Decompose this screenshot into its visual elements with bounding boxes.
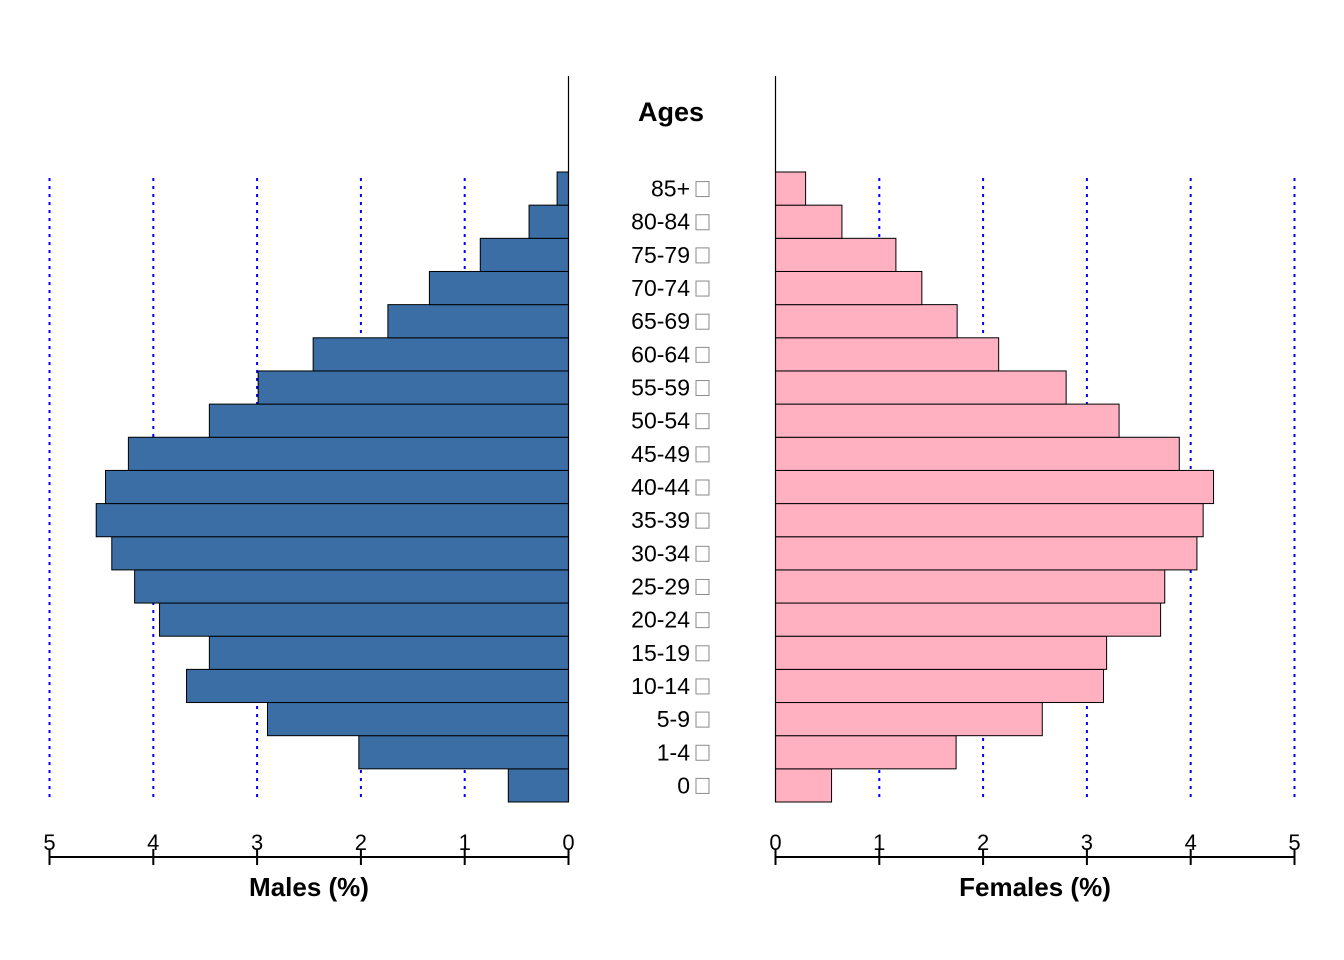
age-label-box-glyph (695, 313, 710, 330)
female-bar (775, 735, 957, 770)
female-x-tick-label: 0 (769, 830, 781, 855)
age-label: 15-19 (631, 640, 690, 666)
female-bar (775, 768, 833, 803)
male-bar (127, 436, 569, 471)
age-label-box-glyph (695, 578, 710, 595)
male-x-tick-label: 3 (251, 830, 263, 855)
male-bar (507, 768, 569, 803)
male-bar (95, 503, 570, 538)
age-label: 60-64 (631, 341, 690, 367)
male-x-tick-label: 5 (43, 830, 55, 855)
female-bar (775, 337, 1000, 372)
age-label-box-glyph (695, 181, 710, 198)
age-label: 65-69 (631, 308, 690, 334)
female-bar (775, 668, 1105, 704)
female-bar (775, 237, 897, 272)
female-bar (775, 436, 1180, 471)
male-bar (111, 536, 569, 571)
age-label: 45-49 (631, 441, 690, 467)
age-label: 20-24 (631, 607, 690, 633)
male-bar (159, 602, 569, 637)
male-bar (479, 237, 569, 272)
female-axis-title: Females (%) (959, 872, 1111, 902)
age-label: 50-54 (631, 408, 690, 434)
age-label: 10-14 (631, 673, 690, 699)
age-label: 75-79 (631, 242, 690, 268)
male-axis-title: Males (%) (249, 872, 369, 902)
age-label-box-glyph (695, 280, 710, 297)
male-x-tick-label: 0 (562, 830, 574, 855)
age-label: 85+ (651, 176, 690, 202)
female-bar (775, 370, 1067, 405)
female-bar (775, 602, 1162, 637)
age-label-box-glyph (695, 346, 710, 363)
female-bar (775, 503, 1204, 538)
male-bar (266, 702, 569, 737)
age-label: 70-74 (631, 275, 690, 301)
male-x-tick-label: 1 (459, 830, 471, 855)
age-label-box-glyph (695, 777, 710, 794)
age-label-box-glyph (695, 678, 710, 695)
male-bar (134, 569, 569, 604)
age-label-box-glyph (695, 645, 710, 662)
male-bar (428, 270, 569, 306)
age-label-box-glyph (695, 380, 710, 397)
age-label: 35-39 (631, 507, 690, 533)
female-x-tick-label: 2 (977, 830, 989, 855)
female-bar (775, 635, 1108, 670)
female-bar (775, 702, 1043, 737)
female-x-tick-label: 4 (1185, 830, 1197, 855)
age-label-box-glyph (695, 413, 710, 430)
age-label-box-glyph (695, 446, 710, 463)
age-label-box-glyph (695, 744, 710, 761)
male-bar (208, 403, 570, 438)
male-x-tick-label: 2 (355, 830, 367, 855)
age-label: 40-44 (631, 474, 690, 500)
age-label: 1-4 (657, 739, 690, 765)
age-label-box-glyph (695, 512, 710, 529)
age-label-box-glyph (695, 479, 710, 496)
age-label: 0 (677, 772, 690, 798)
female-bar (775, 569, 1166, 604)
male-bar (528, 204, 570, 239)
age-label: 55-59 (631, 375, 690, 401)
male-bar (208, 635, 570, 670)
age-label: 80-84 (631, 209, 690, 235)
female-bar (775, 536, 1198, 571)
male-bar (358, 735, 569, 770)
female-x-tick-label: 1 (873, 830, 885, 855)
male-x-tick-label: 4 (147, 830, 159, 855)
age-label-box-glyph (695, 545, 710, 562)
female-bar (775, 171, 807, 206)
age-label: 25-29 (631, 573, 690, 599)
age-label: 5-9 (657, 706, 690, 732)
female-bar (775, 469, 1215, 505)
female-x-tick-label: 5 (1288, 830, 1300, 855)
male-bar (105, 469, 569, 505)
female-bar (775, 304, 958, 339)
male-bar (556, 171, 569, 206)
male-bar (312, 337, 570, 372)
age-label-box-glyph (695, 612, 710, 629)
age-label: 30-34 (631, 540, 690, 566)
male-bar (387, 304, 569, 339)
age-label-box-glyph (695, 247, 710, 264)
age-labels: Ages 0 1-4 5-9 10-14 15-19 20-24 25-29 30-34 35-… (631, 97, 710, 798)
females-panel: 0 1 2 3 4 5 Females (%) (769, 76, 1301, 902)
age-label-box-glyph (695, 711, 710, 728)
males-panel: 0 1 2 3 4 5 Males (%) (43, 76, 575, 902)
ages-title: Ages (638, 97, 704, 127)
female-x-tick-label: 3 (1081, 830, 1093, 855)
female-bar (775, 204, 843, 239)
male-bar (186, 668, 570, 704)
female-bar (775, 403, 1120, 438)
male-bar (257, 370, 569, 405)
age-label-box-glyph (695, 214, 710, 231)
female-bar (775, 270, 923, 306)
